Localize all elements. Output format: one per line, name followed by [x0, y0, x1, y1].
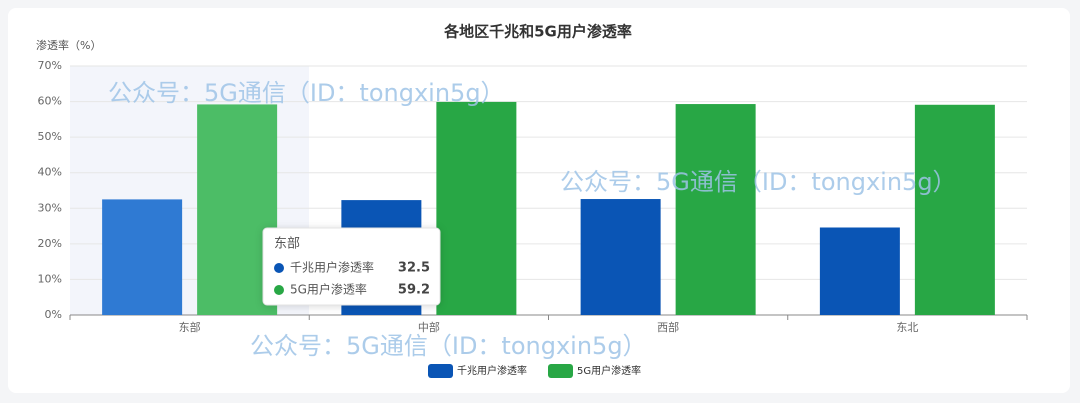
tooltip-marker [274, 285, 284, 295]
bar [675, 104, 756, 315]
tooltip-value: 59.2 [398, 283, 430, 298]
legend: 千兆用户渗透率 5G用户渗透率 [428, 364, 641, 378]
y-tick-label: 30% [38, 201, 62, 214]
y-tick-label: 50% [38, 130, 62, 143]
bar [436, 101, 517, 315]
tooltip-series-name: 千兆用户渗透率 [290, 260, 374, 275]
legend-swatch [428, 364, 453, 378]
legend-label: 5G用户渗透率 [577, 364, 641, 377]
bar [580, 199, 661, 315]
x-tick-label: 西部 [657, 320, 679, 334]
y-tick-label: 0% [45, 308, 62, 321]
bar [914, 104, 995, 315]
watermarks: 公众号：5G通信（ID：tongxin5g） 公众号：5G通信（ID：tongx… [108, 79, 957, 360]
y-tick-label: 10% [38, 272, 62, 285]
chart-title: 各地区千兆和5G用户渗透率 [443, 23, 632, 41]
tooltip: 东部 千兆用户渗透率 32.5 5G用户渗透率 59.2 [262, 227, 441, 306]
watermark: 公众号：5G通信（ID：tongxin5g） [250, 332, 647, 360]
legend-item[interactable]: 5G用户渗透率 [548, 364, 641, 378]
tooltip-value: 32.5 [398, 261, 430, 276]
tooltip-marker [274, 263, 284, 273]
y-tick-label: 40% [38, 166, 62, 179]
tooltip-box [262, 227, 441, 306]
y-axis-label: 渗透率（%） [36, 38, 101, 52]
bar [102, 199, 183, 315]
legend-swatch [548, 364, 573, 378]
y-tick-label: 20% [38, 237, 62, 250]
legend-label: 千兆用户渗透率 [457, 364, 527, 377]
bar [819, 227, 900, 315]
x-tick-label: 东北 [896, 321, 918, 334]
y-tick-label: 60% [38, 95, 62, 108]
legend-item[interactable]: 千兆用户渗透率 [428, 364, 527, 378]
x-tick-label: 东部 [179, 320, 201, 334]
y-tick-label: 70% [38, 59, 62, 72]
watermark: 公众号：5G通信（ID：tongxin5g） [560, 168, 957, 196]
x-tick-label: 中部 [418, 320, 440, 334]
tooltip-series-name: 5G用户渗透率 [290, 282, 367, 297]
tooltip-title: 东部 [274, 237, 300, 252]
watermark: 公众号：5G通信（ID：tongxin5g） [108, 79, 505, 107]
